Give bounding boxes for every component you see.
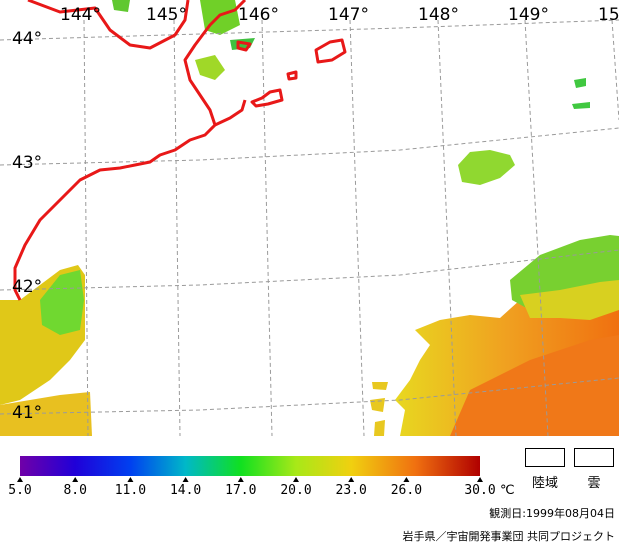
colorbar-tick-7	[403, 477, 410, 482]
colorbar-tick-label-0: 5.0	[8, 483, 31, 498]
sst-region-southeast-deep	[450, 335, 619, 436]
cloud-legend-swatch	[574, 448, 614, 467]
coastlines	[13, 0, 347, 301]
meridian-145	[173, 19, 181, 436]
colorbar-tick-0	[17, 477, 23, 482]
lat-label-42: 42°	[12, 277, 42, 297]
sst-data-regions	[0, 0, 619, 436]
shikotan-island	[250, 88, 284, 108]
hokkaido-coast	[27, 0, 190, 50]
etorofu-island	[314, 38, 347, 64]
colorbar-tick-labels: 5.0 8.0 11.0 14.0 17.0 20.0 23.0 26.0 30.0	[8, 483, 495, 498]
land-legend-label: 陸域	[531, 476, 558, 491]
lon-label-145: 145°	[146, 5, 187, 25]
parallel-41	[0, 377, 619, 415]
longitude-labels: 144° 145° 146° 147° 148° 149° 15	[60, 5, 619, 25]
colorbar-tick-label-4: 17.0	[225, 483, 256, 498]
sst-patch-south-small-3	[374, 420, 385, 436]
sst-patch-south-small-1	[372, 382, 388, 390]
observation-date: 観測日:1999年08月04日	[489, 507, 615, 520]
temperature-colorbar: 5.0 8.0 11.0 14.0 17.0 20.0 23.0 26.0 30.0 ℃	[8, 456, 515, 498]
lon-label-150: 15	[598, 5, 619, 25]
meridian-144	[83, 19, 89, 436]
colorbar-tick-label-3: 14.0	[170, 483, 201, 498]
colorbar-tick-3	[182, 477, 189, 482]
lon-label-147: 147°	[328, 5, 369, 25]
sst-region-southwest-lower	[0, 392, 92, 436]
meridian-147	[349, 19, 365, 436]
colorbar-tick-1	[72, 477, 79, 482]
cloud-legend-label: 雲	[587, 476, 601, 491]
lat-label-41: 41°	[12, 403, 42, 423]
colorbar-tick-4	[237, 477, 244, 482]
lon-label-149: 149°	[508, 5, 549, 25]
north-islet	[236, 40, 252, 52]
colorbar-tick-label-7: 26.0	[391, 483, 422, 498]
colorbar-tick-marks	[17, 477, 483, 482]
sst-patch-northeast-2	[572, 102, 590, 109]
sst-patch-north-1	[112, 0, 130, 12]
meridian-146	[261, 19, 273, 436]
colorbar-tick-6	[348, 477, 355, 482]
parallel-42	[0, 249, 619, 291]
lon-label-146: 146°	[238, 5, 279, 25]
colorbar-gradient	[20, 456, 480, 476]
lat-label-43: 43°	[12, 153, 42, 173]
lat-label-44: 44°	[12, 29, 42, 49]
sst-patch-northeast	[574, 78, 586, 88]
meridian-148	[437, 19, 457, 436]
sst-patch-north-3	[195, 55, 225, 80]
kunashiri-coast	[214, 99, 247, 127]
colorbar-tick-label-6: 23.0	[336, 483, 367, 498]
colorbar-tick-label-1: 8.0	[63, 483, 86, 498]
sea-surface-temperature-map: 144° 145° 146° 147° 148° 149° 15 44° 43°…	[0, 0, 619, 436]
colorbar-tick-label-5: 20.0	[280, 483, 311, 498]
latitude-labels: 44° 43° 42° 41°	[12, 29, 42, 423]
graticule	[0, 19, 619, 436]
colorbar-unit: ℃	[500, 483, 515, 498]
colorbar-tick-8	[477, 477, 483, 482]
colorbar-tick-5	[293, 477, 299, 482]
parallel-44	[0, 19, 619, 41]
land-legend-swatch	[525, 448, 565, 467]
colorbar-tick-2	[127, 477, 134, 482]
meridian-150	[611, 19, 619, 121]
colorbar-tick-label-8: 30.0	[464, 483, 495, 498]
sst-region-east-yellow	[520, 280, 619, 320]
credit-line: 岩手県／宇宙開発事業団 共同プロジェクト	[402, 530, 616, 543]
shiretoko-coast	[13, 0, 247, 301]
lon-label-144: 144°	[60, 5, 101, 25]
sst-patch-island	[458, 150, 515, 185]
small-island	[286, 70, 298, 81]
sst-patch-south-small-2	[370, 398, 385, 412]
colorbar-tick-label-2: 11.0	[115, 483, 146, 498]
sst-region-southwest-green	[40, 270, 84, 335]
parallel-43	[0, 127, 619, 166]
lon-label-148: 148°	[418, 5, 459, 25]
